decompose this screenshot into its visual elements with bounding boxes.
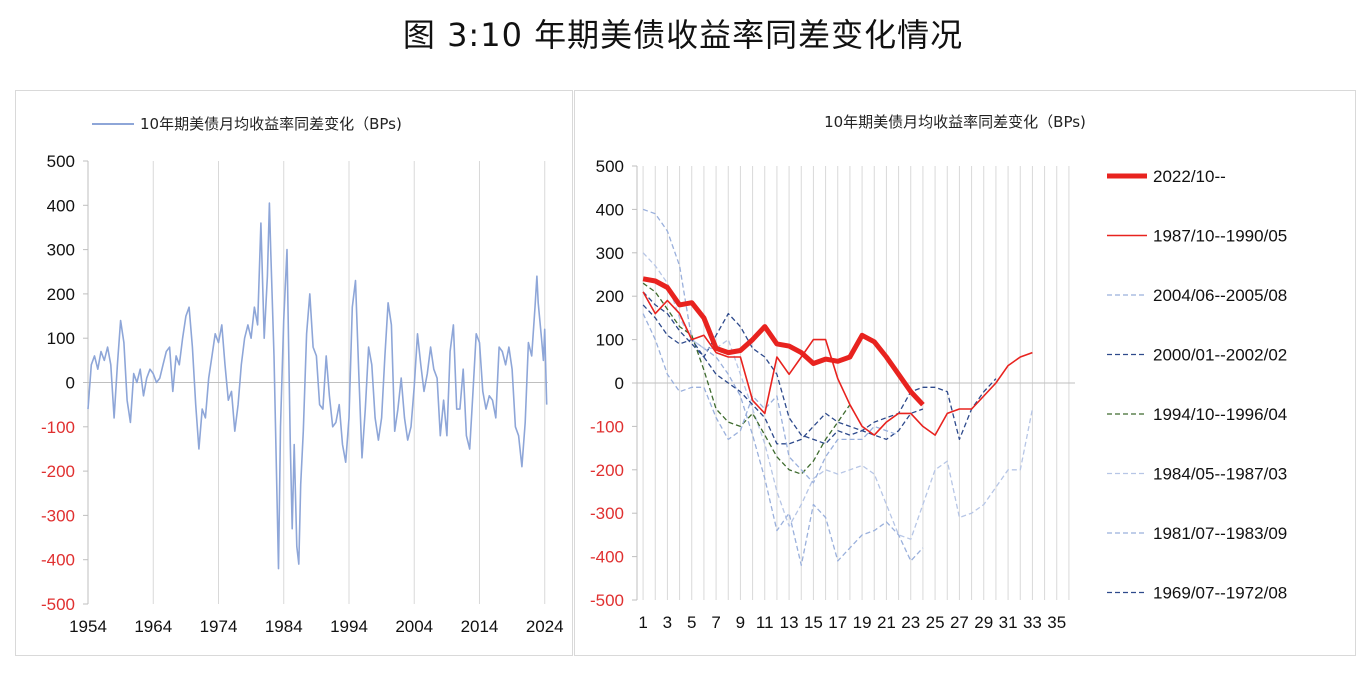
y-tick-label: 500 [47, 152, 75, 171]
x-tick-label: 2014 [461, 617, 499, 636]
y-tick-label: 0 [615, 374, 624, 393]
legend-label: 1969/07--1972/08 [1153, 584, 1287, 603]
series-line-0 [642, 276, 925, 407]
right-chart-title: 10年期美债月均收益率同差变化（BPs) [824, 113, 1086, 131]
x-tick-label: 1974 [200, 617, 238, 636]
series-line-6 [642, 208, 924, 566]
y-tick-label: -300 [590, 504, 624, 523]
x-tick-label: 33 [1023, 613, 1042, 632]
x-tick-label: 7 [711, 613, 720, 632]
left-chart-panel: 10年期美债月均收益率同差变化（BPs) 1954 1964 1974 1984 1994… [15, 90, 573, 656]
x-tick-label: 21 [877, 613, 896, 632]
x-tick-label: 1994 [330, 617, 368, 636]
y-tick-label: -100 [590, 417, 624, 436]
x-tick-label: 25 [926, 613, 945, 632]
y-tick-label: 300 [47, 241, 75, 260]
y-tick-label: -500 [590, 591, 624, 610]
legend-label: 10年期美债月均收益率同差变化（BPs) [140, 115, 402, 133]
x-tick-label: 27 [950, 613, 969, 632]
right-chart: 10年期美债月均收益率同差变化（BPs)1 3 5 7 9 11 13 15 17 19 21 23 2… [590, 113, 1287, 632]
y-tick-label: -100 [41, 418, 75, 437]
x-tick-label: 5 [687, 613, 696, 632]
x-tick-label: 2004 [395, 617, 433, 636]
y-tick-label: 100 [596, 331, 624, 350]
y-tick-label: -300 [41, 506, 75, 525]
y-tick-label: -200 [590, 461, 624, 480]
x-tick-label: 31 [999, 613, 1018, 632]
legend-label: 1984/05--1987/03 [1153, 465, 1287, 484]
y-tick-label: 400 [47, 196, 75, 215]
x-tick-label: 17 [828, 613, 847, 632]
y-tick-label: 400 [596, 200, 624, 219]
series-line-1 [642, 291, 1033, 436]
x-tick-label: 23 [901, 613, 920, 632]
legend-label: 2004/06--2005/08 [1153, 286, 1287, 305]
y-tick-label: 200 [596, 287, 624, 306]
x-tick-label: 13 [780, 613, 799, 632]
y-tick-label: 0 [66, 374, 75, 393]
y-tick-label: 300 [596, 244, 624, 263]
x-tick-label: 9 [736, 613, 745, 632]
x-tick-label: 1984 [265, 617, 303, 636]
x-tick-label: 1 [638, 613, 647, 632]
y-tick-label: 100 [47, 329, 75, 348]
series-line-3 [642, 304, 924, 445]
y-tick-label: 200 [47, 285, 75, 304]
legend-label: 2022/10-- [1153, 167, 1226, 186]
x-tick-label: 15 [804, 613, 823, 632]
x-tick-label: 1964 [134, 617, 172, 636]
legend-label: 1987/10--1990/05 [1153, 227, 1287, 246]
y-tick-label: -400 [41, 551, 75, 570]
left-chart: 10年期美债月均收益率同差变化（BPs) 1954 1964 1974 1984 1994… [41, 115, 564, 636]
legend-label: 1981/07--1983/09 [1153, 524, 1287, 543]
figure-title: 图 3:10 年期美债收益率同差变化情况 [402, 16, 964, 54]
series-line-5 [642, 252, 1034, 540]
y-tick-label: -500 [41, 595, 75, 614]
x-tick-label: 11 [756, 613, 774, 632]
y-tick-label: -200 [41, 462, 75, 481]
series-line [87, 202, 548, 570]
series-line-4 [642, 282, 851, 475]
x-tick-label: 29 [974, 613, 993, 632]
right-chart-panel: 10年期美债月均收益率同差变化（BPs) 1 3 5 7 9 11 13 15 17 19 21 23 2… [574, 90, 1356, 656]
x-tick-label: 1954 [69, 617, 107, 636]
x-tick-label: 35 [1047, 613, 1066, 632]
x-tick-label: 3 [663, 613, 672, 632]
y-tick-label: 500 [596, 157, 624, 176]
x-tick-label: 19 [853, 613, 872, 632]
y-tick-label: -400 [590, 548, 624, 567]
legend-label: 1994/10--1996/04 [1153, 405, 1287, 424]
legend-label: 2000/01--2002/02 [1153, 346, 1287, 365]
x-tick-label: 2024 [526, 617, 564, 636]
